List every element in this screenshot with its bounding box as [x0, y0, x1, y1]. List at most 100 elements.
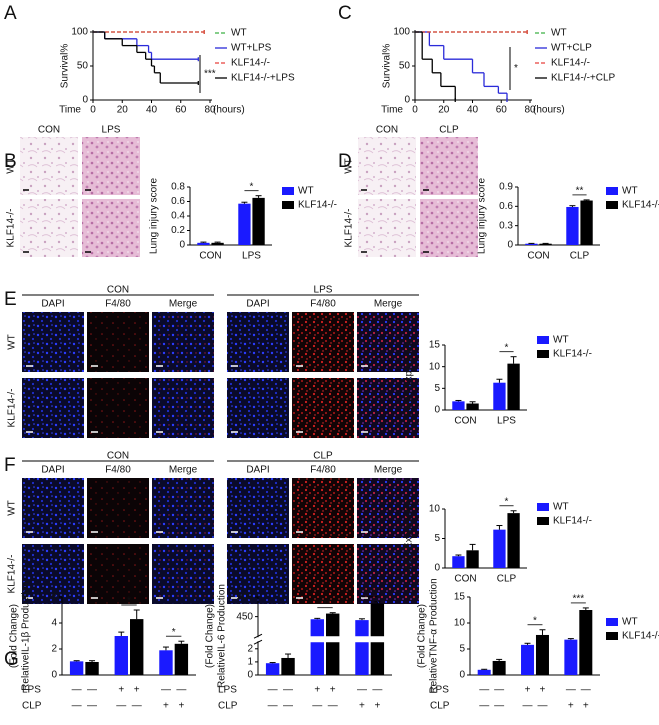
treatment-mark: + [583, 701, 589, 712]
bar [452, 401, 465, 410]
bar [85, 662, 99, 675]
legend-label: WT+LPS [231, 43, 272, 54]
treatment-mark: — [328, 701, 338, 712]
axis-break [259, 636, 393, 643]
bar [197, 242, 210, 245]
legend-label: KLF14-/- [231, 58, 270, 69]
treatment-mark: + [134, 685, 140, 696]
x-axis-label: Time [381, 105, 403, 116]
micrograph [87, 312, 149, 372]
stain-label: Merge [169, 465, 198, 476]
y-tick-label: 1 [247, 657, 253, 668]
legend-swatch [537, 517, 549, 525]
x-tick-label: CLP [497, 574, 517, 585]
x-tick-label: 60 [496, 105, 508, 116]
x-tick-label: 0 [90, 105, 96, 116]
micrograph [292, 312, 354, 372]
y-tick-label: 0 [434, 563, 440, 574]
y-tick-label: 50 [399, 61, 411, 72]
y-tick-label: 15 [454, 592, 466, 603]
micrograph [152, 378, 214, 438]
x-axis-unit: (hours) [213, 105, 245, 116]
y-tick-label: 5 [459, 644, 465, 655]
group-label: CON [107, 451, 129, 462]
legend-swatch [537, 350, 549, 358]
micrograph [22, 378, 84, 438]
bar [477, 669, 491, 675]
legend-label: WT [231, 28, 247, 39]
panel-letter: G [4, 649, 19, 670]
treatment-mark: — [72, 685, 82, 696]
treatment-mark: + [540, 685, 546, 696]
y-tick-label: 0 [51, 670, 57, 681]
stain-label: Merge [374, 465, 403, 476]
legend-label: KLF14-/- [553, 349, 592, 360]
treatment-mark: + [374, 701, 380, 712]
x-tick-label: CON [527, 251, 549, 262]
y-tick-label: 10 [454, 618, 466, 629]
treatment-mark: — [357, 685, 367, 696]
stain-label: Merge [169, 299, 198, 310]
panel-letter: A [4, 3, 17, 24]
micrograph [22, 544, 84, 604]
y-tick-label: 0 [434, 405, 440, 416]
bar [493, 382, 506, 410]
legend-label: WT [553, 502, 569, 513]
stain-label: F4/80 [105, 465, 131, 476]
treatment-mark: — [566, 685, 576, 696]
bar [310, 619, 324, 675]
bar [265, 663, 280, 675]
treatment-mark: — [268, 701, 278, 712]
row-label: KLF14-/- [7, 555, 18, 594]
panel-letter: E [4, 289, 17, 310]
x-axis-unit: (hours) [533, 105, 565, 116]
stain-label: Merge [374, 299, 403, 310]
treatment-label: LPS [218, 685, 237, 696]
y-axis-label: (Fold Change) [205, 604, 216, 668]
treatment-mark: — [479, 685, 489, 696]
panel-letter: F [4, 455, 16, 476]
x-tick-label: 20 [438, 105, 450, 116]
micrograph [152, 312, 214, 372]
significance: * [505, 496, 509, 507]
treatment-mark: + [330, 685, 336, 696]
legend-swatch [606, 618, 618, 626]
y-axis-label: F4/80 Expression [404, 500, 415, 578]
micrograph [82, 137, 140, 195]
legend-swatch [606, 187, 618, 195]
legend-label: KLF14-/- [553, 516, 592, 527]
y-tick-label: 100 [393, 27, 410, 38]
axis-break [255, 637, 261, 642]
legend-label: KLF14-/-+CLP [551, 73, 616, 84]
y-tick-label: 0.8 [171, 182, 185, 193]
treatment-mark: + [568, 701, 574, 712]
treatment-mark: — [161, 685, 171, 696]
y-tick-label: 4 [51, 618, 57, 629]
legend-label: KLF14-/- [551, 58, 590, 69]
significance: * [172, 627, 176, 638]
y-axis-label: Survival% [60, 44, 71, 89]
significance: * [127, 596, 131, 607]
y-tick-label: 15 [429, 340, 441, 351]
treatment-mark: — [87, 685, 97, 696]
micrograph [87, 378, 149, 438]
bar [539, 243, 552, 245]
stain-label: DAPI [246, 299, 269, 310]
group-label: CLP [313, 451, 333, 462]
micrograph [152, 544, 214, 604]
micrograph [357, 378, 419, 438]
x-tick-label: CLP [570, 251, 590, 262]
treatment-mark: + [163, 701, 169, 712]
x-tick-label: 20 [117, 105, 129, 116]
bar [114, 636, 128, 675]
y-tick-label: 0 [179, 240, 185, 251]
y-axis-label: F4/80 Expression [404, 339, 415, 417]
treatment-label: CLP [218, 701, 238, 712]
row-label: WT [6, 158, 17, 174]
legend-label: WT+CLP [551, 43, 592, 54]
treatment-mark: + [314, 685, 320, 696]
legend-swatch [606, 632, 618, 640]
panel-letter: B [4, 151, 17, 172]
x-tick-label: 0 [412, 105, 418, 116]
